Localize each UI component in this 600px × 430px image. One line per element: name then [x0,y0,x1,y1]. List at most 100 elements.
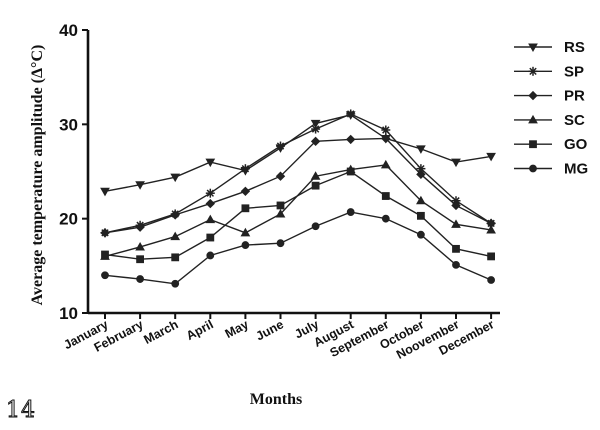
data-point-go [171,253,180,262]
data-point-go [241,204,250,213]
series-line-pr [104,137,492,234]
legend-label-sc: SC [564,112,585,129]
data-point-go [452,244,460,253]
legend: RS SP PR SC GO MG [514,39,588,178]
legend-label-pr: PR [564,88,585,105]
series-go [101,167,496,264]
legend-label-mg: MG [564,161,588,178]
data-point-sc [275,208,286,218]
data-point-mg [487,276,496,284]
legend-entry-sp: SP [514,63,584,80]
data-point-sc [240,227,251,237]
data-point-mg [346,208,355,216]
y-tick-label: 10 [59,304,78,323]
data-point-pr [381,133,391,144]
data-point-sp [205,188,215,198]
series-pr [100,133,496,238]
legend-entry-rs: RS [514,39,585,56]
data-point-sc [380,159,391,169]
data-point-go [276,201,285,210]
data-point-mg [311,222,320,231]
x-tick-label: May [223,317,251,341]
data-point-go [101,250,109,259]
data-point-rs [451,158,461,168]
data-point-go [381,192,390,200]
legend-entry-sc: SC [514,112,585,129]
data-point-sc [451,219,461,228]
series-layer [100,109,496,288]
data-point-pr [310,136,321,147]
data-point-pr [100,228,110,238]
star-stroke [311,125,320,133]
data-point-mg [171,279,180,288]
star-stroke [417,164,425,173]
data-point-pr [416,169,426,180]
legend-entry-go: GO [514,136,588,153]
legend-label-sp: SP [564,63,584,80]
data-point-pr [205,198,216,209]
data-point-go [311,181,320,190]
series-line-sc [104,164,492,258]
data-point-sp [346,109,356,119]
data-point-pr [240,186,251,197]
data-point-pr [451,200,461,211]
data-point-go [136,255,144,264]
y-tick-label: 30 [59,115,78,134]
data-point-sc [486,224,496,234]
figure-number: 14 [6,398,36,424]
data-point-sc [170,231,181,241]
data-point-sp [381,125,391,135]
star-stroke [276,142,285,150]
data-point-rs [135,181,145,190]
data-point-rs [100,187,110,197]
star-stroke [346,110,355,118]
data-point-rs [205,158,216,168]
star-stroke [382,126,390,134]
legend-entry-mg: MG [514,161,588,178]
data-point-pr [275,171,286,181]
data-point-sp [240,164,250,174]
data-point-go [487,252,496,261]
data-point-rs [416,145,426,154]
data-point-sc [135,241,145,251]
legend-marker-mg [529,164,537,173]
data-point-pr [135,222,145,232]
x-tick-label: March [142,317,181,347]
y-tick-label: 40 [59,21,78,40]
x-axis-title: Months [250,391,302,408]
data-point-go [206,233,215,242]
data-point-mg [206,251,215,260]
legend-label-rs: RS [564,39,585,56]
data-point-mg [101,271,109,280]
x-tick-label: June [254,317,286,343]
star-stroke [529,67,537,76]
data-point-mg [276,239,285,248]
data-point-mg [417,230,425,239]
legend-marker-sp [528,66,538,76]
data-point-pr [170,210,180,220]
data-point-mg [381,214,390,223]
star-stroke [206,189,215,197]
legend-label-go: GO [564,136,588,153]
series-line-go [104,170,492,260]
legend-marker-go [529,140,537,149]
series-line-sp [104,113,492,234]
y-tick-label: 20 [59,210,78,229]
series-line-mg [104,211,492,285]
data-point-sc [416,195,426,205]
data-point-pr [345,134,356,145]
data-point-go [346,167,355,176]
series-line-rs [104,114,492,192]
legend-entry-pr: PR [514,88,585,105]
data-point-sp [311,124,321,134]
data-point-rs [486,152,496,162]
data-point-mg [452,260,460,269]
y-axis-title: Average temperature amplitude (Δ°C) [29,45,46,306]
star-stroke [241,164,250,173]
series-sc [100,159,496,260]
legend-marker-sc [528,114,538,124]
data-point-rs [170,173,181,183]
data-point-sc [310,171,321,180]
